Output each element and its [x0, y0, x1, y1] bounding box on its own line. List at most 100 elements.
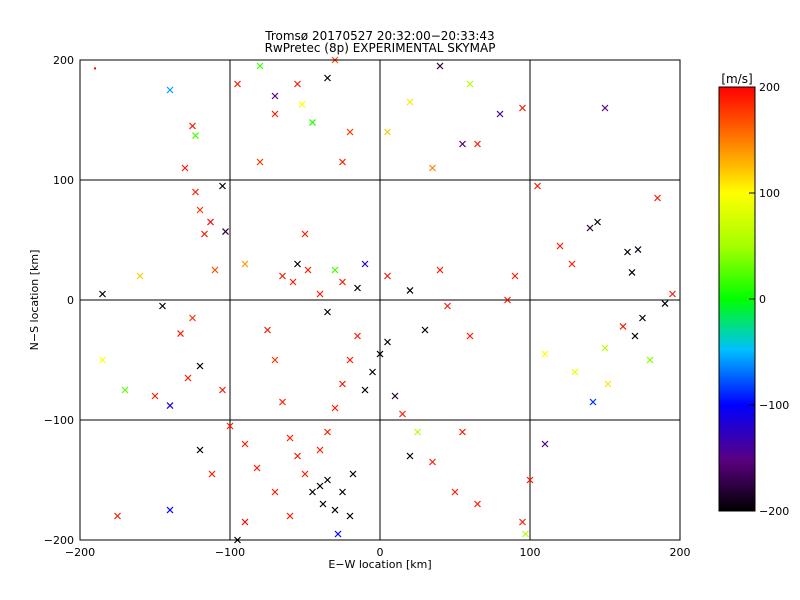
data-point-cross	[568, 260, 576, 268]
data-point-cross	[177, 330, 184, 338]
data-point-cross	[474, 500, 481, 508]
data-point-cross	[354, 332, 361, 340]
data-point-cross	[654, 194, 661, 202]
data-point-cross	[646, 356, 654, 364]
data-point-cross	[421, 326, 429, 334]
y-tick-label: 200	[53, 54, 74, 67]
data-point-cross	[586, 224, 594, 232]
data-point-cross	[222, 228, 229, 236]
data-point-cross	[279, 272, 286, 280]
data-point-cross	[256, 62, 264, 70]
data-point-cross	[309, 488, 316, 496]
colorbar-tick-label: −200	[759, 505, 789, 518]
data-point-cross	[294, 80, 301, 88]
data-point-cross	[271, 92, 279, 100]
data-point-cross	[181, 164, 189, 172]
data-point-cross	[331, 266, 339, 274]
chart-subtitle: RwPretec (8p) EXPERIMENTAL SKYMAP	[265, 41, 496, 55]
colorbar-ticks: −200 −100 0 100 200	[749, 81, 789, 518]
x-tick-label: 0	[377, 546, 384, 559]
data-point-cross	[361, 386, 369, 394]
data-point-cross	[211, 266, 219, 274]
data-point-cross	[196, 362, 204, 370]
data-point-cross	[241, 518, 249, 526]
data-point-cross	[639, 314, 646, 322]
data-point-cross	[121, 386, 129, 394]
grid-lines	[80, 60, 680, 540]
data-point-cross	[349, 470, 357, 478]
data-point-cross	[429, 164, 436, 172]
data-point-cross	[354, 284, 361, 292]
data-point-cross	[271, 488, 279, 496]
data-point-cross	[339, 380, 346, 388]
data-point-cross	[466, 332, 474, 340]
data-point-cross	[406, 286, 414, 294]
data-point-cross	[294, 452, 301, 460]
data-point-cross	[376, 350, 384, 358]
data-point-cross	[298, 100, 306, 108]
data-point-cross	[301, 470, 309, 478]
data-point-cross	[519, 518, 526, 526]
data-point-cross	[601, 104, 609, 112]
data-point-cross	[324, 308, 331, 316]
x-axis: −200 −100 0 100 200	[65, 534, 691, 559]
data-point-cross	[189, 122, 196, 130]
data-point-cross	[166, 86, 174, 94]
data-point-cross	[192, 188, 199, 196]
colorbar-tick-label: 200	[759, 81, 780, 94]
data-point-cross	[207, 218, 214, 226]
data-point-cross	[346, 512, 354, 520]
data-point-cross	[334, 530, 342, 538]
data-points	[94, 56, 676, 544]
x-tick-label: 200	[670, 546, 691, 559]
data-point-cross	[571, 368, 579, 376]
data-point-cross	[604, 380, 612, 388]
data-point-cross	[241, 440, 249, 448]
data-point-cross	[526, 476, 534, 484]
data-point-cross	[406, 452, 414, 460]
data-point-cross	[279, 398, 286, 406]
data-point-cross	[189, 314, 196, 322]
data-point-cross	[114, 512, 121, 520]
data-point-cross	[234, 80, 241, 88]
colorbar-tick-label: −100	[759, 399, 789, 412]
data-point-cross	[316, 446, 324, 454]
data-point-cross	[151, 392, 159, 400]
data-point-cross	[319, 500, 327, 508]
data-point-cross	[219, 182, 226, 190]
data-point-cross	[166, 506, 174, 514]
data-point-cross	[624, 248, 631, 256]
data-point-cross	[384, 272, 391, 280]
data-point-cross	[436, 62, 444, 70]
data-point-cross	[511, 272, 519, 280]
y-tick-label: −200	[44, 534, 74, 547]
data-point-cross	[331, 506, 339, 514]
data-point-cross	[522, 530, 529, 538]
data-point-cross	[99, 356, 106, 364]
data-point-cross	[99, 290, 106, 298]
data-point-cross	[466, 80, 474, 88]
data-point-cross	[331, 404, 339, 412]
colorbar-label: [m/s]	[721, 72, 752, 86]
x-tick-label: 100	[520, 546, 541, 559]
data-point-cross	[324, 74, 331, 82]
data-point-cross	[264, 326, 271, 334]
data-point-cross	[241, 260, 249, 268]
data-point-cross	[444, 302, 451, 310]
data-point-cross	[661, 300, 669, 308]
data-point-cross	[271, 356, 279, 364]
data-point-cross	[496, 110, 504, 118]
data-point-cross	[196, 206, 204, 214]
y-axis: −200 −100 0 100 200	[44, 54, 86, 547]
data-point-cross	[226, 422, 234, 430]
data-point-cross	[184, 374, 192, 382]
colorbar-tick-label: 100	[759, 187, 780, 200]
data-point-cross	[429, 458, 436, 466]
data-point-cross	[339, 278, 346, 286]
data-point-cross	[339, 488, 346, 496]
data-point-cross	[289, 278, 297, 286]
y-axis-label: N−S location [km]	[28, 250, 41, 351]
data-point-cross	[294, 260, 301, 268]
data-point-cross	[399, 410, 406, 418]
